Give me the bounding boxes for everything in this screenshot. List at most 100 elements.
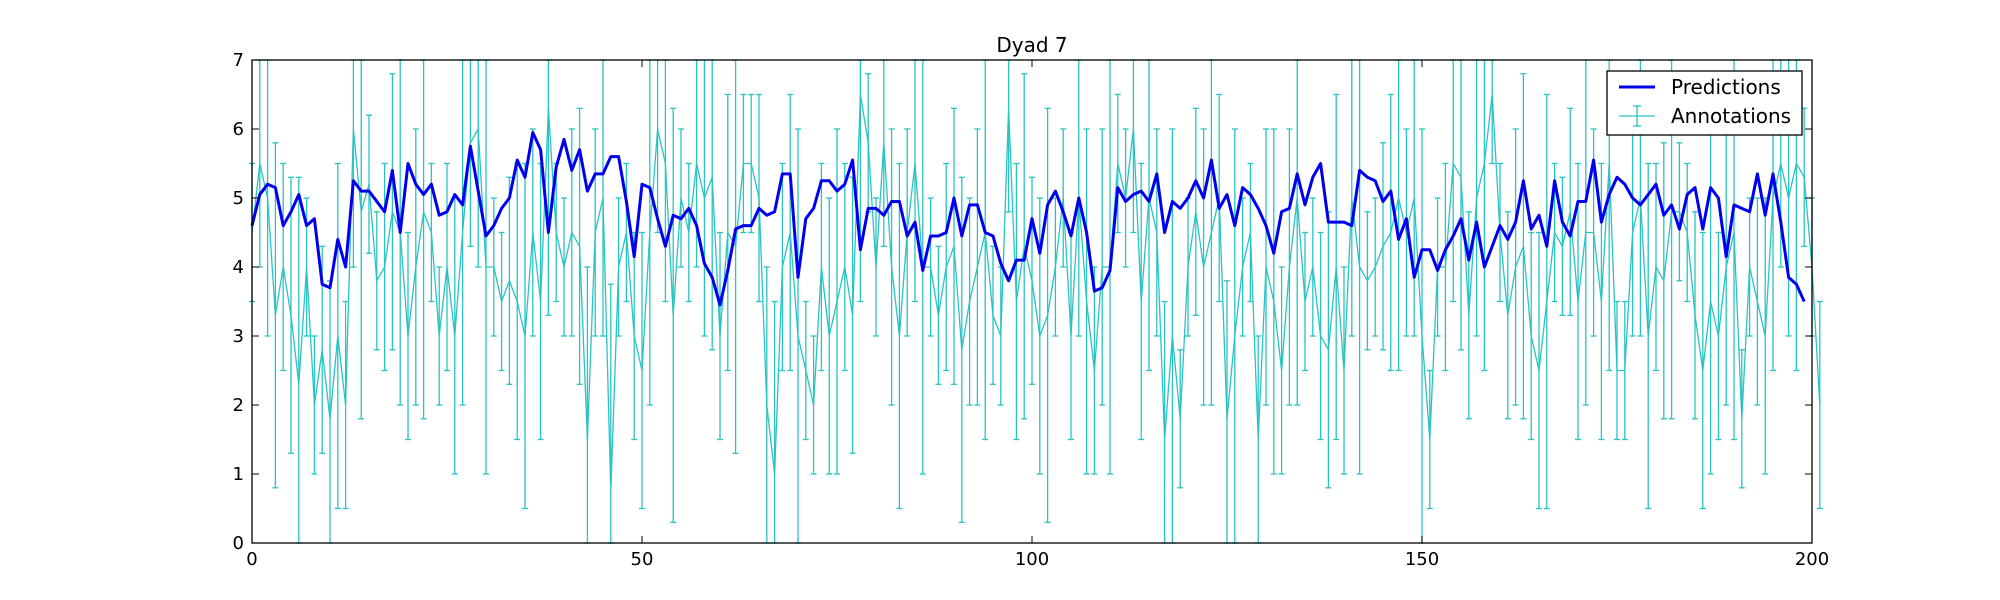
annotation-errorbar — [678, 128, 684, 268]
annotation-errorbar — [1333, 93, 1340, 441]
annotation-errorbar — [1621, 300, 1628, 441]
annotation-errorbar — [1403, 128, 1410, 337]
annotation-errorbar — [849, 176, 856, 454]
annotation-errorbar — [1450, 59, 1457, 303]
annotation-errorbar — [1364, 211, 1371, 351]
y-tick-label: 2 — [233, 395, 244, 416]
annotation-errorbar — [966, 197, 973, 406]
annotation-errorbar — [1715, 231, 1722, 441]
annotation-errorbar — [1153, 128, 1160, 337]
annotation-errorbar — [1044, 107, 1051, 523]
annotation-errorbar — [701, 59, 708, 337]
annotation-errorbar — [935, 245, 942, 385]
annotation-errorbar — [1699, 231, 1706, 510]
annotation-errorbar — [1676, 142, 1683, 282]
annotation-errorbar — [490, 197, 497, 337]
annotation-errorbar — [498, 231, 505, 372]
annotation-errorbar — [1536, 231, 1542, 510]
annotation-errorbar — [1567, 107, 1574, 316]
annotation-errorbar — [1021, 73, 1028, 420]
annotation-errorbar — [1380, 142, 1386, 351]
annotation-errorbar — [880, 59, 887, 247]
annotation-errorbar — [1224, 280, 1230, 544]
annotation-errorbar — [1122, 128, 1129, 268]
annotation-errorbar — [857, 59, 864, 303]
annotation-errorbar — [826, 197, 833, 475]
annotation-errorbar — [436, 266, 443, 406]
annotation-errorbar — [358, 59, 365, 420]
annotation-errorbar — [1754, 197, 1761, 406]
annotation-errorbar — [1169, 128, 1176, 544]
annotation-errorbar — [1068, 231, 1074, 441]
annotation-errorbar — [1091, 266, 1098, 475]
annotation-errorbar — [709, 59, 716, 351]
annotation-errorbar — [1114, 93, 1121, 234]
annotation-errorbar — [1005, 59, 1012, 213]
annotation-errorbar — [1684, 162, 1691, 303]
annotation-errorbar — [662, 59, 669, 303]
annotation-errorbar — [1317, 231, 1324, 441]
annotation-errorbar — [1465, 211, 1472, 420]
annotation-errorbar — [1013, 162, 1020, 441]
annotation-errorbar — [1816, 300, 1823, 510]
annotation-errorbar — [639, 231, 645, 510]
annotation-errorbar — [1707, 128, 1714, 475]
annotation-errorbar — [373, 211, 380, 351]
annotation-errorbar — [1099, 128, 1106, 406]
annotation-errorbar — [334, 162, 341, 510]
annotation-errorbar — [1559, 176, 1566, 316]
annotation-errorbar — [1512, 128, 1519, 406]
annotation-errorbar — [795, 128, 801, 544]
annotation-errorbar — [1200, 128, 1207, 406]
annotation-errorbar — [1504, 211, 1511, 420]
annotation-errorbar — [623, 162, 630, 303]
annotation-errorbar — [420, 59, 427, 420]
annotation-errorbar — [615, 197, 622, 337]
legend-annotations-label: Annotations — [1671, 104, 1791, 128]
annotation-errorbar — [1692, 211, 1698, 420]
annotation-errorbar — [342, 300, 349, 510]
annotation-errorbar — [740, 93, 747, 234]
legend-predictions-label: Predictions — [1671, 75, 1781, 99]
x-tick-label: 0 — [246, 549, 257, 570]
annotation-errorbar — [280, 162, 287, 372]
annotation-errorbar — [311, 335, 318, 475]
annotation-errorbar — [366, 114, 372, 254]
annotation-errorbar — [670, 107, 677, 523]
annotation-errorbar — [1723, 128, 1730, 406]
annotation-errorbar — [732, 59, 739, 454]
annotation-errorbar — [545, 59, 552, 316]
annotation-errorbar — [1356, 59, 1363, 475]
annotation-errorbar — [787, 93, 794, 372]
x-tick-label: 150 — [1405, 549, 1439, 570]
annotation-errorbar — [381, 162, 388, 372]
annotation-errorbar — [873, 197, 879, 337]
annotation-errorbar — [841, 162, 848, 372]
annotation-errorbar — [1395, 59, 1402, 372]
annotation-errorbar — [1614, 300, 1620, 441]
annotations-line — [251, 94, 1821, 492]
annotation-errorbar — [451, 197, 458, 475]
annotation-errorbar — [1497, 162, 1503, 303]
annotation-errorbar — [1270, 128, 1277, 475]
annotation-errorbar — [506, 176, 513, 385]
annotation-errorbar — [810, 335, 817, 475]
annotation-errorbar — [685, 162, 692, 303]
x-tick-label: 50 — [631, 549, 654, 570]
annotation-errorbar — [288, 176, 294, 454]
annotation-errorbar — [951, 107, 957, 385]
annotation-errorbar — [1208, 59, 1215, 406]
annotation-errorbar — [350, 59, 357, 268]
annotation-errorbar — [1278, 266, 1285, 475]
annotation-errorbar — [1738, 349, 1745, 489]
annotation-errorbar — [1387, 93, 1394, 372]
y-tick-label: 6 — [233, 119, 244, 140]
annotation-errorbar — [717, 231, 723, 441]
annotation-errorbar — [529, 128, 536, 337]
annotation-errorbar — [896, 162, 903, 510]
annotation-errorbar — [522, 162, 528, 510]
annotation-errorbar — [1520, 73, 1527, 420]
annotation-errorbar — [256, 59, 263, 268]
annotation-errorbar — [763, 266, 770, 544]
annotation-errorbar — [1239, 197, 1246, 337]
